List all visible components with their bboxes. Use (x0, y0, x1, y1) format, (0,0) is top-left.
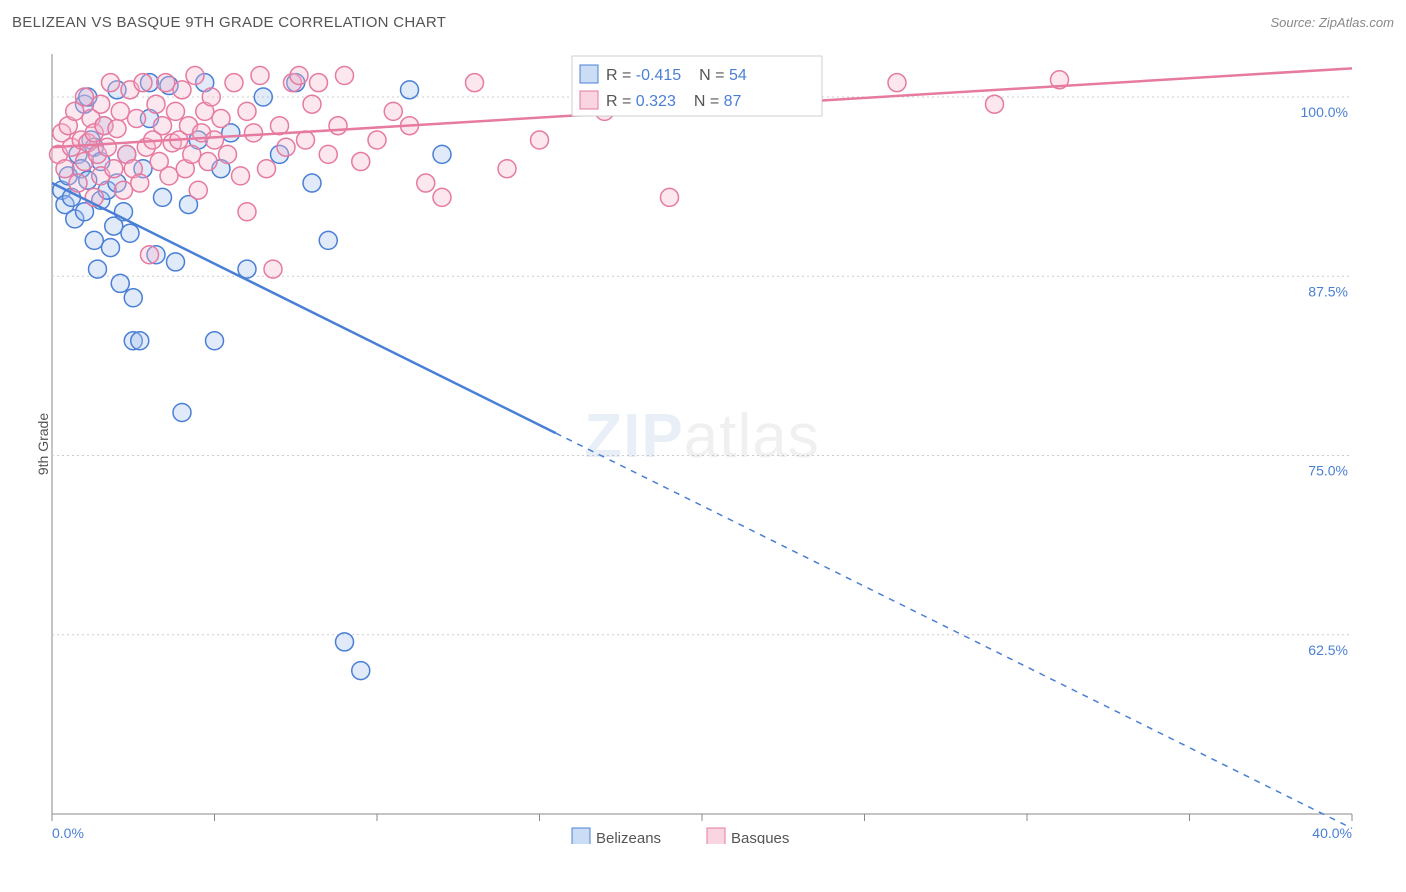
data-point-basques (277, 138, 295, 156)
data-point-basques (251, 67, 269, 85)
data-point-basques (167, 102, 185, 120)
data-point-basques (219, 145, 237, 163)
data-point-basques (212, 110, 230, 128)
data-point-basques (498, 160, 516, 178)
data-point-basques (102, 74, 120, 92)
data-point-basques (141, 246, 159, 264)
legend-swatch (572, 828, 590, 844)
data-point-basques (157, 74, 175, 92)
data-point-basques (160, 167, 178, 185)
data-point-basques (186, 67, 204, 85)
data-point-basques (92, 95, 110, 113)
data-point-basques (154, 117, 172, 135)
data-point-basques (131, 174, 149, 192)
data-point-basques (115, 181, 133, 199)
y-tick-label: 62.5% (1308, 642, 1348, 658)
data-point-basques (303, 95, 321, 113)
data-point-basques (297, 131, 315, 149)
source-prefix: Source: (1270, 15, 1318, 30)
data-point-basques (531, 131, 549, 149)
chart-title: BELIZEAN VS BASQUE 9TH GRADE CORRELATION… (12, 14, 446, 31)
data-point-basques (319, 145, 337, 163)
data-point-basques (433, 188, 451, 206)
y-tick-label: 75.0% (1308, 463, 1348, 479)
trendline-belizeans (52, 183, 556, 433)
data-point-belizeans (154, 188, 172, 206)
data-point-basques (661, 188, 679, 206)
stat-swatch (580, 91, 598, 109)
data-point-belizeans (352, 662, 370, 680)
legend-swatch (707, 828, 725, 844)
data-point-basques (329, 117, 347, 135)
data-point-basques (310, 74, 328, 92)
data-point-belizeans (336, 633, 354, 651)
data-point-belizeans (206, 332, 224, 350)
data-point-basques (238, 102, 256, 120)
data-point-basques (417, 174, 435, 192)
data-point-basques (986, 95, 1004, 113)
stat-swatch (580, 65, 598, 83)
data-point-basques (264, 260, 282, 278)
data-point-basques (147, 95, 165, 113)
data-point-basques (384, 102, 402, 120)
data-point-basques (199, 153, 217, 171)
data-point-basques (258, 160, 276, 178)
data-point-basques (290, 67, 308, 85)
x-tick-label: 40.0% (1312, 825, 1352, 841)
data-point-belizeans (131, 332, 149, 350)
data-point-basques (336, 67, 354, 85)
data-point-belizeans (173, 403, 191, 421)
data-point-basques (238, 203, 256, 221)
legend-label: Basques (731, 830, 789, 844)
data-point-basques (189, 181, 207, 199)
data-point-belizeans (401, 81, 419, 99)
data-point-basques (368, 131, 386, 149)
data-point-belizeans (89, 260, 107, 278)
data-point-belizeans (85, 231, 103, 249)
x-tick-label: 0.0% (52, 825, 84, 841)
data-point-belizeans (167, 253, 185, 271)
data-point-basques (888, 74, 906, 92)
data-point-basques (245, 124, 263, 142)
data-point-basques (232, 167, 250, 185)
data-point-basques (173, 81, 191, 99)
data-point-belizeans (433, 145, 451, 163)
stat-row: R = -0.415N = 54 (606, 67, 747, 84)
data-point-basques (111, 102, 129, 120)
data-point-belizeans (319, 231, 337, 249)
source-label: Source: ZipAtlas.com (1270, 15, 1394, 30)
watermark: ZIPatlas (584, 402, 819, 471)
data-point-basques (466, 74, 484, 92)
source-name: ZipAtlas.com (1319, 15, 1394, 30)
data-point-basques (225, 74, 243, 92)
data-point-basques (98, 138, 116, 156)
data-point-basques (105, 160, 123, 178)
trendline-belizeans-dash (556, 433, 1352, 828)
data-point-belizeans (124, 289, 142, 307)
data-point-basques (108, 120, 126, 138)
data-point-basques (206, 131, 224, 149)
data-point-basques (134, 74, 152, 92)
y-tick-label: 100.0% (1301, 104, 1348, 120)
data-point-basques (183, 145, 201, 163)
data-point-belizeans (254, 88, 272, 106)
y-tick-label: 87.5% (1308, 283, 1348, 299)
data-point-belizeans (303, 174, 321, 192)
stat-row: R = 0.323N = 87 (606, 93, 742, 110)
data-point-basques (76, 88, 94, 106)
data-point-belizeans (121, 224, 139, 242)
data-point-basques (202, 88, 220, 106)
legend-label: Belizeans (596, 830, 661, 844)
data-point-belizeans (111, 274, 129, 292)
data-point-basques (128, 110, 146, 128)
header: BELIZEAN VS BASQUE 9TH GRADE CORRELATION… (0, 0, 1406, 40)
data-point-basques (56, 160, 74, 178)
data-point-belizeans (102, 239, 120, 257)
data-point-basques (352, 153, 370, 171)
correlation-chart: 62.5% 75.0% 87.5% 100.0% 0.0% 40.0% ZIPatlas R … (42, 44, 1396, 844)
data-point-basques (69, 174, 87, 192)
chart-area: 9th Grade 62.5%75.0%87.5%100.0%0.0%40.0%… (42, 44, 1396, 844)
y-axis-label: 9th Grade (35, 413, 51, 475)
